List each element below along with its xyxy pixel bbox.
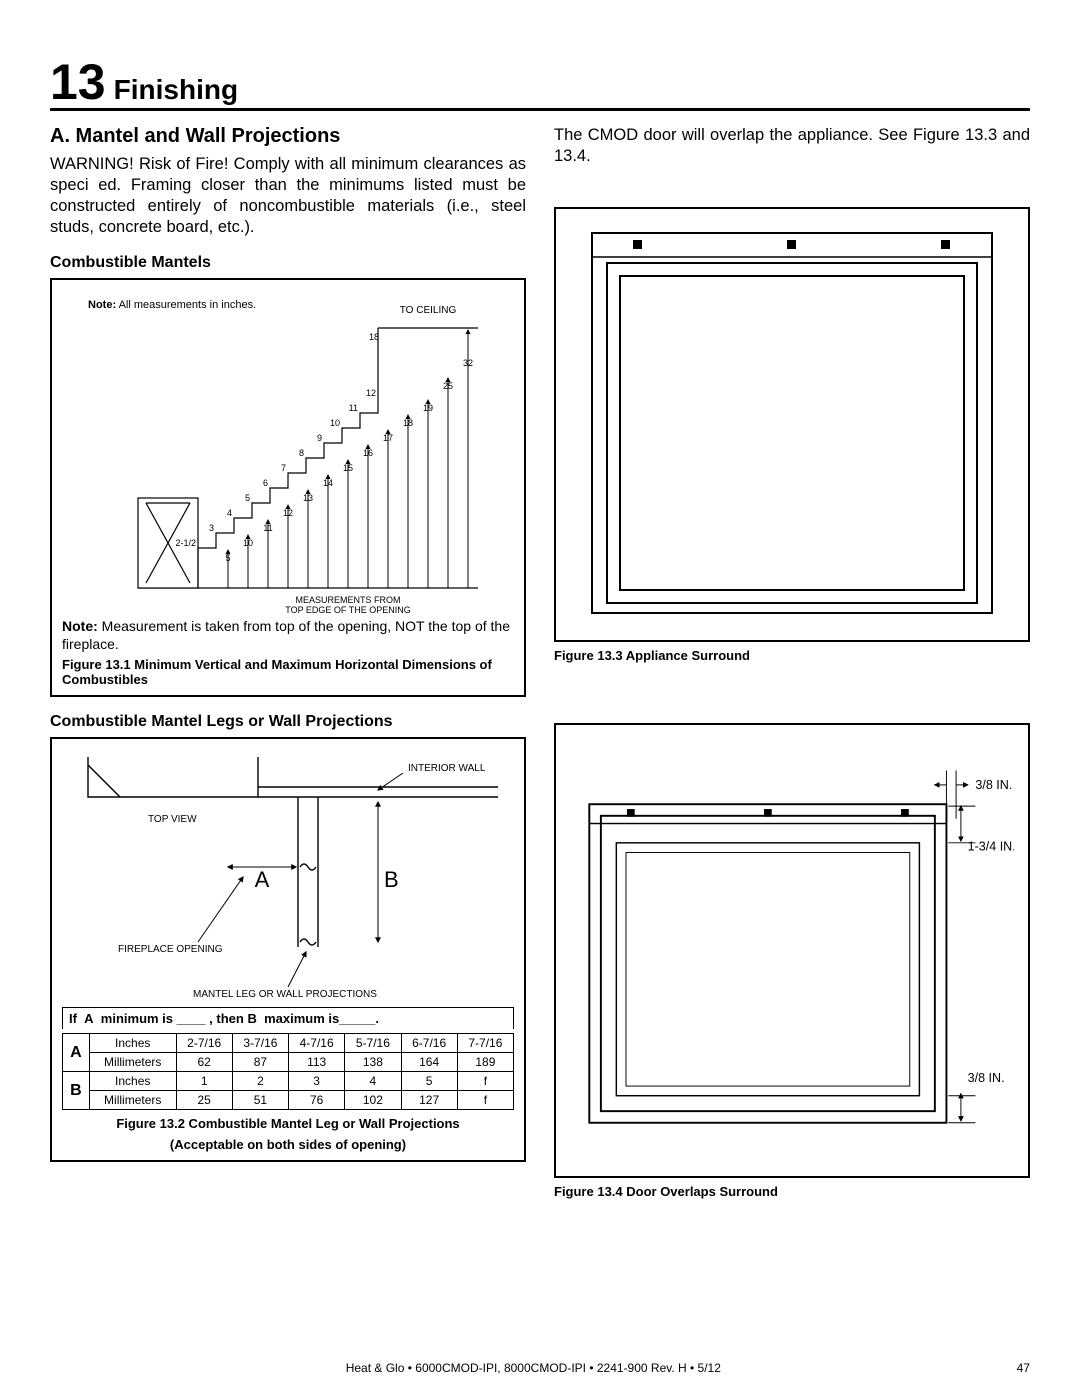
svg-text:B: B [384, 867, 399, 892]
svg-text:MANTEL LEG OR WALL PROJECTIONS: MANTEL LEG OR WALL PROJECTIONS [193, 989, 377, 1000]
svg-text:11: 11 [349, 403, 358, 413]
fig-13-1-svg: Note: All measurements in inches. [62, 288, 514, 618]
svg-text:A: A [255, 867, 270, 892]
svg-text:2-1/2: 2-1/2 [175, 538, 196, 548]
mantel-table: A Inches 2-7/163-7/164-7/165-7/166-7/167… [62, 1033, 514, 1110]
svg-text:4: 4 [227, 508, 232, 518]
svg-text:6: 6 [263, 478, 268, 488]
combustible-mantels-heading: Combustible Mantels [50, 254, 526, 272]
svg-text:3/8 IN.: 3/8 IN. [975, 778, 1012, 792]
svg-text:3: 3 [209, 523, 214, 533]
svg-text:18: 18 [369, 332, 379, 342]
svg-text:10: 10 [330, 418, 340, 428]
svg-text:16: 16 [363, 448, 373, 458]
table-title: If A minimum is ____ , then B maximum is… [62, 1007, 514, 1029]
svg-text:25: 25 [443, 381, 453, 391]
warning-paragraph: WARNING! Risk of Fire! Comply with all m… [50, 154, 526, 238]
svg-text:FIREPLACE OPENING: FIREPLACE OPENING [118, 944, 223, 955]
svg-text:7: 7 [281, 463, 286, 473]
footer-page: 47 [1017, 1361, 1030, 1375]
fig13-1-note: Note: Measurement is taken from top of t… [62, 618, 514, 653]
right-column: The CMOD door will overlap the appliance… [554, 125, 1030, 1199]
svg-text:9: 9 [317, 433, 322, 443]
section-a-heading: A. Mantel and Wall Projections [50, 125, 526, 148]
fig-13-3-svg [570, 223, 1014, 623]
svg-text:10: 10 [243, 538, 253, 548]
svg-text:11: 11 [263, 523, 272, 533]
svg-text:12: 12 [283, 508, 293, 518]
svg-text:INTERIOR WALL: INTERIOR WALL [408, 763, 486, 774]
fig13-3-caption: Figure 13.3 Appliance Surround [554, 648, 1030, 663]
svg-text:5: 5 [225, 553, 230, 563]
figure-13-2: INTERIOR WALL TOP VIEW A B FIREPLACE OPE… [50, 737, 526, 1162]
fig13-1-caption: Figure 13.1 Minimum Vertical and Maximum… [62, 657, 514, 687]
figure-13-1: Note: All measurements in inches. [50, 278, 526, 697]
figure-13-4: 3/8 IN. 1-3/4 IN. 3/8 IN. [554, 723, 1030, 1178]
svg-text:3/8 IN.: 3/8 IN. [968, 1071, 1005, 1085]
chapter-title: Finishing [114, 74, 238, 106]
svg-text:TO CEILING: TO CEILING [400, 305, 457, 316]
figure-13-3 [554, 207, 1030, 642]
svg-text:18: 18 [403, 418, 413, 428]
fig-13-2-svg: INTERIOR WALL TOP VIEW A B FIREPLACE OPE… [62, 747, 514, 1007]
chapter-header: 13 Finishing [50, 60, 1030, 111]
svg-text:13: 13 [303, 493, 313, 503]
chapter-number: 13 [50, 60, 106, 105]
svg-text:TOP VIEW: TOP VIEW [148, 814, 197, 825]
left-column: A. Mantel and Wall Projections WARNING! … [50, 125, 526, 1199]
svg-text:8: 8 [299, 448, 304, 458]
right-intro: The CMOD door will overlap the appliance… [554, 125, 1030, 167]
svg-text:19: 19 [423, 403, 433, 413]
fig-13-4-svg: 3/8 IN. 1-3/4 IN. 3/8 IN. [570, 739, 1014, 1159]
svg-text:MEASUREMENTS FROM: MEASUREMENTS FROM [295, 595, 400, 605]
svg-text:1-3/4 IN.: 1-3/4 IN. [968, 840, 1014, 854]
svg-text:Note: All measurements in inch: Note: All measurements in inches. [88, 299, 256, 311]
svg-text:TOP EDGE OF THE OPENING: TOP EDGE OF THE OPENING [285, 605, 411, 615]
fig13-2-cap1: Figure 13.2 Combustible Mantel Leg or Wa… [62, 1116, 514, 1131]
svg-text:32: 32 [463, 358, 473, 368]
svg-text:17: 17 [383, 433, 393, 443]
svg-text:14: 14 [323, 478, 333, 488]
svg-text:5: 5 [245, 493, 250, 503]
fig13-2-cap2: (Acceptable on both sides of opening) [62, 1137, 514, 1152]
fig13-4-caption: Figure 13.4 Door Overlaps Surround [554, 1184, 1030, 1199]
fig13-2-heading: Combustible Mantel Legs or Wall Projecti… [50, 713, 526, 731]
svg-text:12: 12 [366, 388, 376, 398]
svg-text:15: 15 [343, 463, 353, 473]
page-footer: Heat & Glo • 6000CMOD-IPI, 8000CMOD-IPI … [50, 1361, 1030, 1375]
footer-center: Heat & Glo • 6000CMOD-IPI, 8000CMOD-IPI … [346, 1361, 721, 1375]
